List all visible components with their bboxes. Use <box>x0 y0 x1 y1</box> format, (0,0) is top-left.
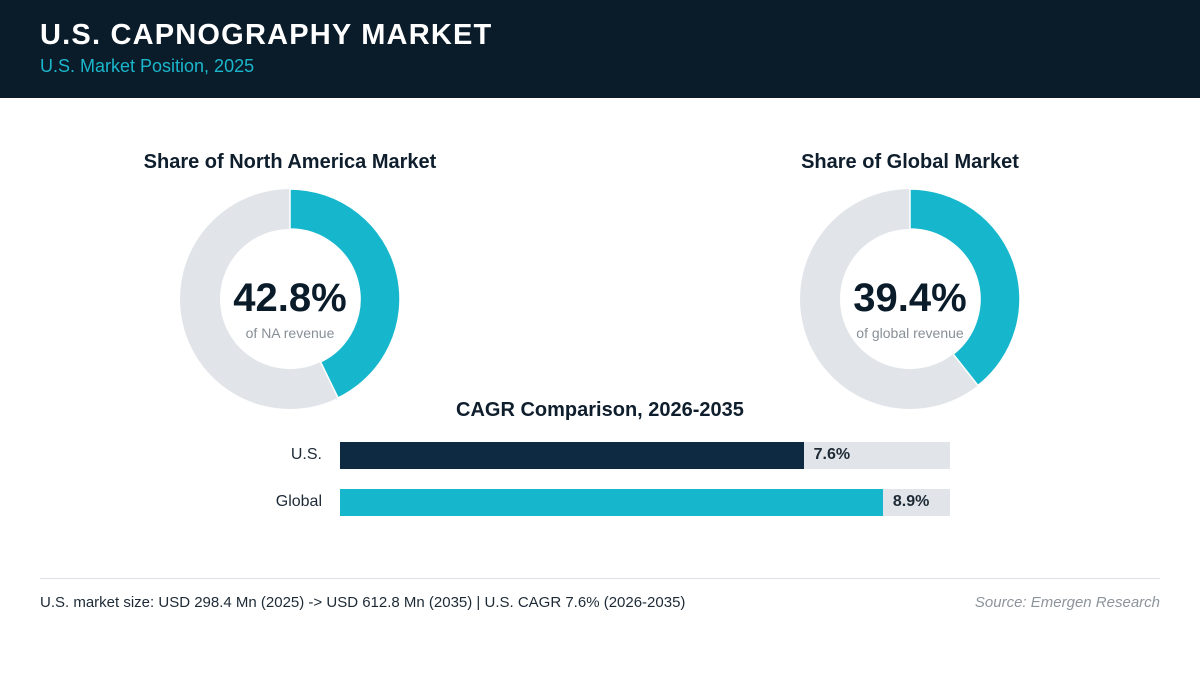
cagr-bar-label-global: Global <box>275 493 322 510</box>
global-share-caption: of global revenue <box>856 325 964 341</box>
cagr-bar-row-global: Global 8.9% <box>0 489 1200 516</box>
cagr-bar-track-us: 7.6% <box>340 442 950 469</box>
page-title: U.S. CAPNOGRAPHY MARKET <box>40 19 493 51</box>
na-share-value: 42.8% <box>233 276 347 320</box>
cagr-bar-row-us: U.S. 7.6% <box>0 442 1200 469</box>
na-share-donut <box>179 188 401 409</box>
cagr-bar-us <box>340 442 804 469</box>
footer-divider <box>40 578 1160 579</box>
na-donut-title: Share of North America Market <box>143 151 437 173</box>
global-share-value: 39.4% <box>853 276 967 320</box>
header-banner: U.S. CAPNOGRAPHY MARKET U.S. Market Posi… <box>0 0 1200 98</box>
cagr-bar-value-global: 8.9% <box>892 493 930 510</box>
na-share-caption: of NA revenue <box>245 325 335 341</box>
page-subtitle: U.S. Market Position, 2025 <box>40 56 255 76</box>
footer-market-note: U.S. market size: USD 298.4 Mn (2025) ->… <box>40 594 686 611</box>
footer-source: Source: Emergen Research <box>974 594 1160 611</box>
global-donut-title: Share of Global Market <box>801 151 1019 173</box>
global-share-donut <box>799 188 1021 409</box>
na-share-slice <box>289 188 401 399</box>
cagr-bar-global <box>340 489 883 516</box>
cagr-chart-title: CAGR Comparison, 2026-2035 <box>456 399 744 421</box>
cagr-bar-value-us: 7.6% <box>813 446 851 463</box>
cagr-bar-label-us: U.S. <box>290 446 322 463</box>
cagr-bar-track-global: 8.9% <box>340 489 950 516</box>
global-share-slice <box>909 188 1021 387</box>
